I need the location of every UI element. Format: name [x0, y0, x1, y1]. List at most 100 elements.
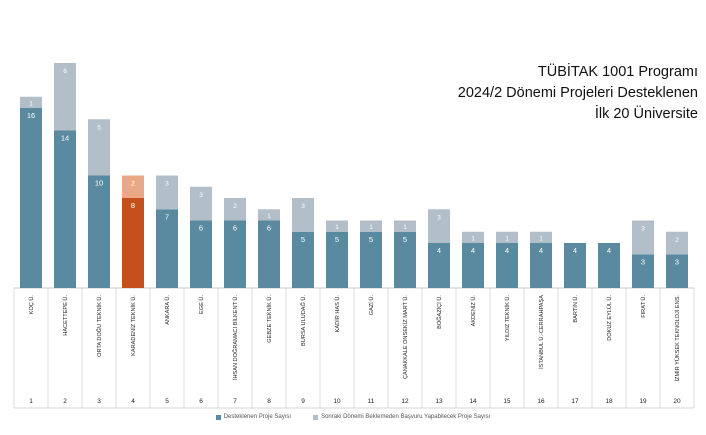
rank-label: 18	[605, 398, 613, 405]
data-label-waiting: 1	[335, 224, 339, 231]
rank-label: 1	[29, 398, 33, 405]
category-label: ÇANAKKALE ONSEKİZ MART Ü.	[402, 295, 409, 379]
rank-label: 7	[233, 398, 237, 405]
bar-waiting	[122, 175, 144, 198]
rank-label: 3	[97, 398, 101, 405]
data-label-waiting: 1	[471, 235, 475, 242]
bar-waiting	[20, 96, 42, 108]
data-label-supported: 4	[505, 246, 509, 255]
bar-waiting	[632, 220, 654, 255]
bar-supported	[394, 231, 416, 288]
bar-supported	[462, 243, 484, 288]
legend-item-waiting: Sonraki Dönemi Beklemeden Başvuru Yapabi…	[313, 414, 490, 420]
bar-supported	[428, 243, 450, 288]
legend-swatch-waiting	[313, 414, 319, 420]
category-label: İHSAN DOĞRAMACI BİLKENT Ü.	[232, 295, 239, 381]
rank-label: 6	[199, 398, 203, 405]
data-label-supported: 5	[301, 235, 305, 244]
bar-supported	[326, 231, 348, 288]
legend-label-waiting: Sonraki Dönemi Beklemeden Başvuru Yapabi…	[321, 414, 491, 420]
chart-legend: Desteklenen Proje Sayısı Sonraki Dönemi …	[0, 414, 706, 420]
bar-supported	[530, 243, 552, 288]
title-line-1: TÜBİTAK 1001 Programı	[537, 64, 698, 80]
bar-waiting	[156, 175, 178, 210]
bar-waiting	[326, 220, 348, 232]
category-label: İZMİR YÜKSEK TEKNOLOJİ ENS.	[674, 295, 681, 382]
data-label-supported: 8	[131, 201, 135, 210]
category-label: BOĞAZİÇİ Ü.	[436, 295, 443, 329]
bar-supported	[666, 254, 688, 288]
bar-waiting	[88, 119, 110, 176]
bar-waiting	[462, 231, 484, 243]
rank-label: 4	[131, 398, 135, 405]
category-label: YILDIZ TEKNİK Ü.	[504, 295, 511, 342]
rank-label: 13	[435, 398, 443, 405]
data-label-supported: 10	[95, 179, 103, 188]
legend-label-supported: Desteklenen Proje Sayısı	[223, 414, 292, 420]
bar-waiting	[666, 231, 688, 255]
title-line-3: İlk 20 Üniversite	[594, 106, 698, 122]
category-label: KOÇ Ü.	[28, 295, 35, 315]
rank-label: 9	[301, 398, 305, 405]
data-label-supported: 3	[675, 257, 679, 266]
category-label: İSTANBUL Ü.-CERRAHPAŞA	[538, 295, 545, 369]
data-label-supported: 4	[573, 246, 577, 255]
data-label-supported: 4	[539, 246, 543, 255]
data-label-supported: 5	[335, 235, 339, 244]
data-label-waiting: 3	[641, 226, 645, 233]
bar-supported	[632, 254, 654, 288]
rank-label: 19	[639, 398, 647, 405]
bar-supported	[360, 231, 382, 288]
bar-supported	[88, 175, 110, 288]
data-label-supported: 5	[403, 235, 407, 244]
rank-label: 11	[368, 398, 375, 405]
data-label-waiting: 1	[369, 224, 373, 231]
bar-supported	[564, 243, 586, 288]
bar-supported	[258, 220, 280, 288]
data-label-supported: 7	[165, 212, 169, 221]
category-label: AKDENİZ Ü.	[470, 295, 477, 327]
data-label-waiting: 1	[539, 235, 543, 242]
category-label: BURSA ULUDAĞ Ü.	[300, 295, 307, 346]
category-label: EGE Ü.	[198, 295, 205, 314]
bar-supported	[122, 198, 144, 288]
data-label-waiting: 2	[131, 181, 135, 188]
rank-label: 10	[333, 398, 341, 405]
data-label-supported: 3	[641, 257, 645, 266]
bar-supported	[224, 220, 246, 288]
data-label-waiting: 1	[505, 235, 509, 242]
bar-supported	[190, 220, 212, 288]
category-label: ANKARA Ü.	[164, 295, 171, 325]
data-label-supported: 16	[27, 111, 35, 120]
bar-waiting	[190, 186, 212, 221]
data-label-waiting: 5	[97, 124, 101, 131]
data-label-supported: 5	[369, 235, 373, 244]
bar-waiting	[54, 63, 76, 131]
bar-supported	[598, 243, 620, 288]
bar-supported	[54, 130, 76, 288]
legend-swatch-supported	[215, 414, 221, 420]
rank-label: 20	[673, 398, 681, 405]
bar-waiting	[428, 209, 450, 243]
category-label: BARTIN Ü.	[572, 295, 579, 323]
category-label: KADİR HAS Ü.	[334, 295, 341, 333]
rank-label: 5	[165, 398, 169, 405]
category-label: ORTA DOĞU TEKNİK Ü.	[96, 295, 103, 357]
data-label-supported: 4	[471, 246, 475, 255]
data-label-waiting: 2	[233, 203, 237, 210]
bar-supported	[496, 243, 518, 288]
category-label: KARADENİZ TEKNİK Ü.	[130, 295, 137, 356]
legend-item-supported: Desteklenen Proje Sayısı	[215, 414, 292, 420]
data-label-waiting: 3	[437, 214, 441, 221]
category-label: DOKUZ EYLÜL Ü.	[606, 295, 613, 341]
rank-label: 14	[469, 398, 477, 405]
rank-label: 15	[503, 398, 511, 405]
rank-label: 8	[267, 398, 271, 405]
data-label-waiting: 1	[267, 213, 271, 220]
data-label-waiting: 1	[29, 100, 33, 107]
data-label-waiting: 3	[165, 181, 169, 188]
data-label-supported: 6	[233, 224, 237, 233]
bar-supported	[20, 108, 42, 288]
title-line-2: 2024/2 Dönemi Projeleri Desteklenen	[457, 85, 698, 101]
data-label-waiting: 1	[403, 224, 407, 231]
